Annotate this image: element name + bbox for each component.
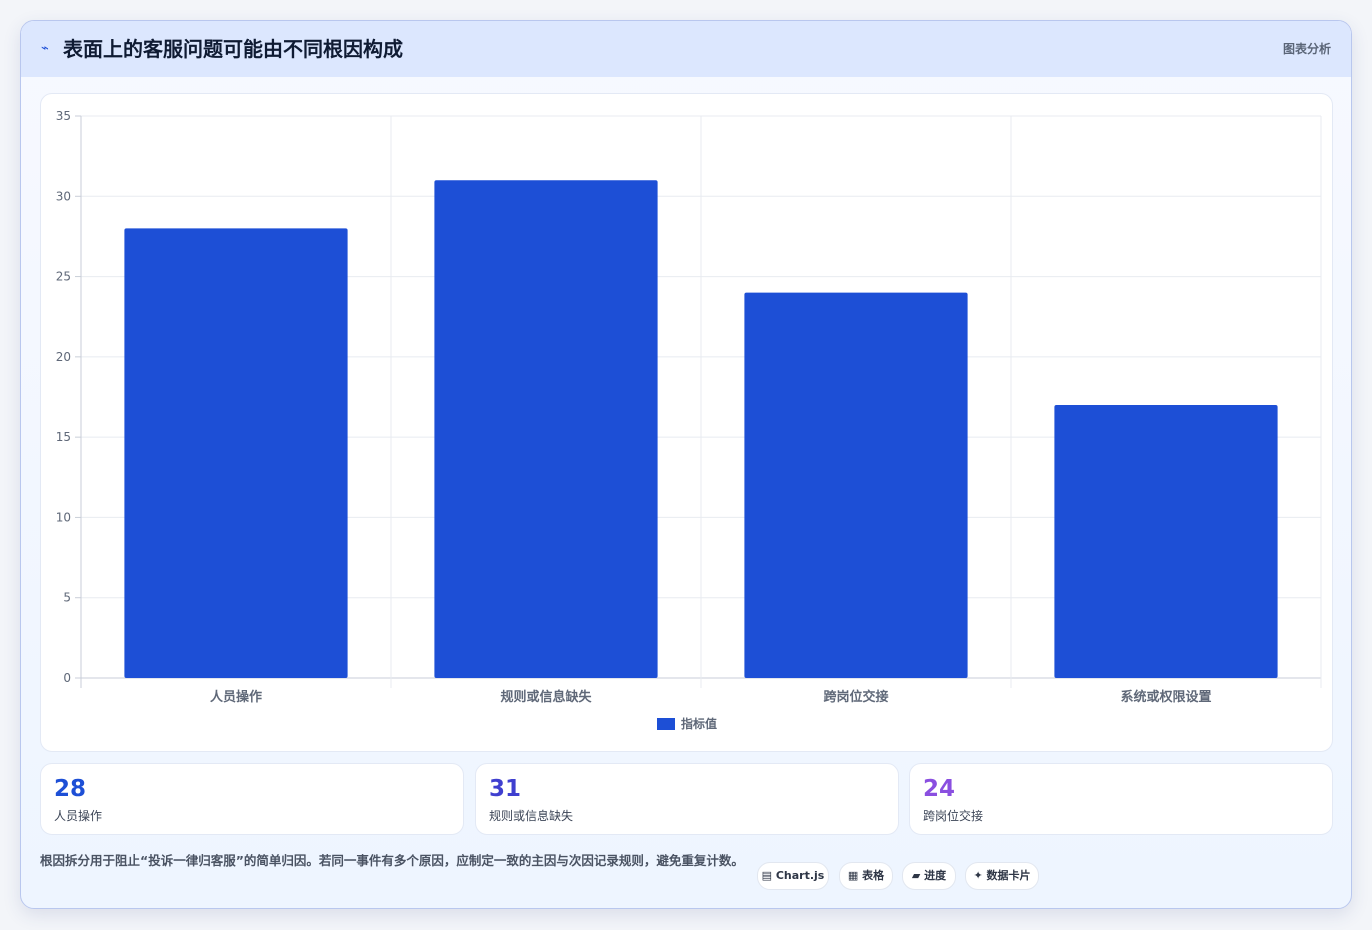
stat-value: 24 xyxy=(923,776,956,802)
stat-label: 跨岗位交接 xyxy=(923,809,984,823)
y-tick-label: 10 xyxy=(56,510,71,524)
chart-analysis-tag: 图表分析 xyxy=(1282,42,1331,56)
legend-swatch xyxy=(657,718,675,730)
x-tick-label: 跨岗位交接 xyxy=(823,689,888,705)
y-tick-label: 0 xyxy=(63,671,71,685)
footnote: 根因拆分用于阻止“投诉一律归客服”的简单归因。若同一事件有多个原因，应制定一致的… xyxy=(40,853,744,868)
y-tick-label: 15 xyxy=(56,430,71,444)
y-tick-label: 5 xyxy=(63,591,71,605)
chart-container: 0 5 10 15 20 25 30 35 人员操作 规则或信息缺失 跨岗位交接 系统或权限设置指标值 xyxy=(40,93,1333,752)
stat-card-3: 24 跨岗位交接 xyxy=(909,763,1333,835)
stat-card-2: 31 规则或信息缺失 xyxy=(475,763,899,835)
chartjs-pill[interactable]: ▤ Chart.js xyxy=(757,862,829,890)
page-title: 表面上的客服问题可能由不同根因构成 xyxy=(63,37,403,61)
y-tick-label: 30 xyxy=(56,189,71,203)
stat-value: 28 xyxy=(54,776,87,802)
bar-1 xyxy=(124,228,348,678)
table-pill[interactable]: ▦ 表格 xyxy=(839,862,893,890)
bar-2 xyxy=(434,180,658,678)
y-tick-label: 25 xyxy=(56,270,71,284)
progress-pill[interactable]: ▰ 进度 xyxy=(902,862,956,890)
legend-label: 指标值 xyxy=(681,716,717,731)
x-tick-label: 规则或信息缺失 xyxy=(500,689,592,705)
stat-value: 31 xyxy=(489,776,522,802)
card-header: ⌁ 表面上的客服问题可能由不同根因构成 图表分析 xyxy=(21,21,1351,77)
bar-3 xyxy=(744,292,968,678)
data-card-pill[interactable]: ✦ 数据卡片 xyxy=(965,862,1039,890)
stat-label: 规则或信息缺失 xyxy=(489,809,574,823)
y-tick-label: 20 xyxy=(56,350,71,364)
trend-line-icon: ⌁ xyxy=(41,41,49,56)
stat-label: 人员操作 xyxy=(54,809,103,823)
x-tick-label: 人员操作 xyxy=(210,689,262,705)
stat-card-1: 28 人员操作 xyxy=(40,763,464,835)
bar-4 xyxy=(1054,405,1278,678)
y-tick-label: 35 xyxy=(56,109,71,123)
x-tick-label: 系统或权限设置 xyxy=(1120,689,1211,705)
chart-card: ⌁ 表面上的客服问题可能由不同根因构成 图表分析 0 5 10 15 20 25 30 35 人… xyxy=(20,20,1352,909)
